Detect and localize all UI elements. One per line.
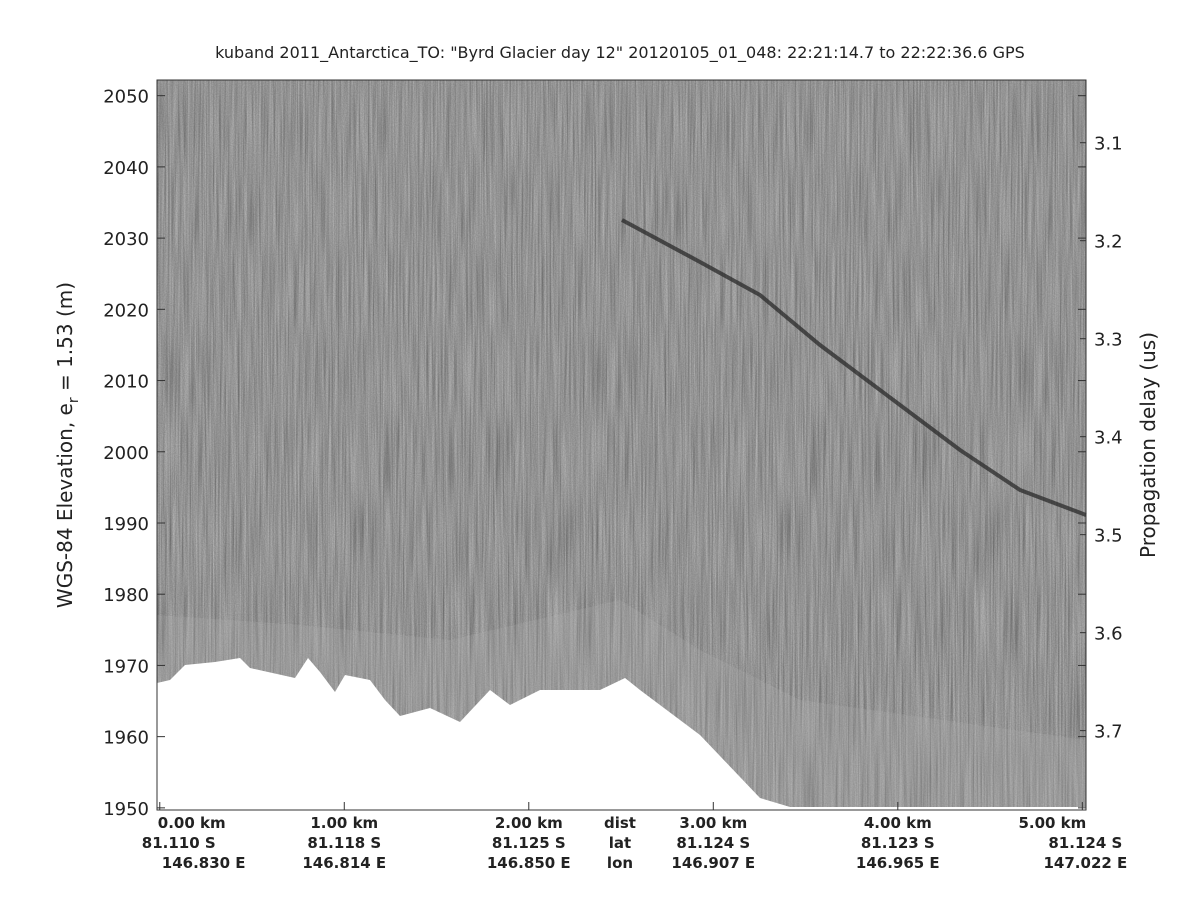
y2-tick-label: 3.5 bbox=[1094, 526, 1123, 547]
y-tick-label: 1950 bbox=[103, 799, 149, 820]
row-name: dist bbox=[604, 814, 636, 832]
y-label-part: WGS-84 Elevation, e bbox=[53, 403, 77, 608]
y2-tick-label: 3.4 bbox=[1094, 428, 1123, 449]
y-tick-label: 1970 bbox=[103, 656, 149, 677]
x-tick-label: 1.00 km bbox=[310, 814, 378, 832]
y-tick-label: 2020 bbox=[103, 300, 149, 321]
x-tick-lon: 146.850 E bbox=[487, 854, 571, 872]
x-tick-lat: 81.125 S bbox=[492, 834, 566, 852]
x-tick-lat: 81.110 S bbox=[142, 834, 216, 852]
y-axis-label: WGS-84 Elevation, er = 1.53 (m) bbox=[53, 282, 82, 608]
y-label-part: = 1.53 (m) bbox=[53, 282, 77, 397]
x-tick-lat: 81.124 S bbox=[1048, 834, 1122, 852]
y2-tick-label: 3.1 bbox=[1094, 134, 1123, 155]
y-tick-label: 2040 bbox=[103, 158, 149, 179]
row-name: lat bbox=[609, 834, 631, 852]
x-tick-lat: 81.123 S bbox=[861, 834, 935, 852]
row-name: lon bbox=[607, 854, 633, 872]
y2-tick-label: 3.7 bbox=[1094, 722, 1123, 743]
y2-tick-label: 3.2 bbox=[1094, 232, 1123, 253]
x-tick-lat: 81.118 S bbox=[307, 834, 381, 852]
y-tick-label: 1980 bbox=[103, 585, 149, 606]
x-tick-lon: 146.830 E bbox=[162, 854, 246, 872]
x-tick-label: 5.00 km bbox=[1018, 814, 1086, 832]
y2-tick-label: 3.6 bbox=[1094, 624, 1123, 645]
chart-title: kuband 2011_Antarctica_TO: "Byrd Glacier… bbox=[215, 43, 1025, 63]
x-tick-label: 3.00 km bbox=[679, 814, 747, 832]
x-tick-lon: 146.965 E bbox=[856, 854, 940, 872]
echogram bbox=[157, 80, 1087, 810]
y-label-sub: r bbox=[66, 397, 82, 403]
x-tick-lon: 146.907 E bbox=[671, 854, 755, 872]
y2-tick-label: 3.3 bbox=[1094, 330, 1123, 351]
y-tick-label: 2000 bbox=[103, 443, 149, 464]
y-tick-label: 2030 bbox=[103, 229, 149, 250]
y-tick-label: 1990 bbox=[103, 514, 149, 535]
x-tick-label: 2.00 km bbox=[495, 814, 563, 832]
x-tick-label: 0.00 km bbox=[158, 814, 226, 832]
x-tick-lon: 147.022 E bbox=[1044, 854, 1128, 872]
y-tick-label: 2010 bbox=[103, 372, 149, 393]
y2-axis-label: Propagation delay (us) bbox=[1136, 332, 1160, 558]
x-tick-lat: 81.124 S bbox=[676, 834, 750, 852]
plot-frame bbox=[156, 79, 1087, 811]
y-tick-label: 2050 bbox=[103, 87, 149, 108]
x-tick-lon: 146.814 E bbox=[302, 854, 386, 872]
x-tick-label: 4.00 km bbox=[864, 814, 932, 832]
y-tick-label: 1960 bbox=[103, 728, 149, 749]
